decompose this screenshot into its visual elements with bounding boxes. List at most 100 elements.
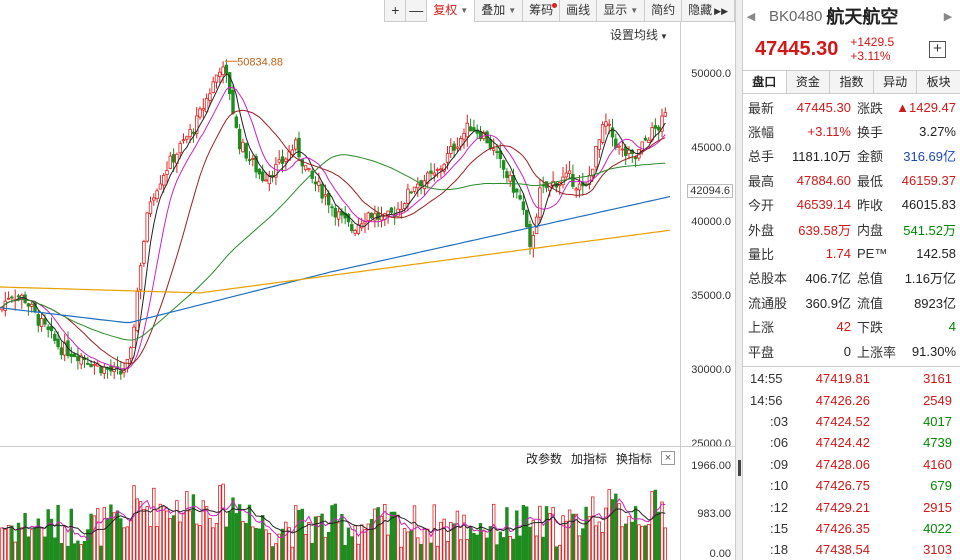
tab-0[interactable]: 盘口 [743,71,787,93]
toolbar-button-5[interactable]: 画线 [560,0,598,22]
candle-body [69,353,73,357]
price-tick-label: 45000.0 [691,141,731,154]
stat-value: 46159.37 [901,172,956,188]
add-watchlist-button[interactable]: + [929,41,946,58]
volume-bar [26,536,31,560]
candle-body [138,265,143,291]
candle-body [148,201,153,215]
volume-bar [534,535,539,560]
tick-price: 47438.54 [815,542,870,558]
volume-tool-0[interactable]: 改参数 [526,452,563,466]
stat-row: 最新 47445.30 涨跌 ▲1429.47 [748,95,956,119]
volume-bar [204,506,209,560]
change-block: +1429.5 +3.11% [850,35,894,63]
candle-body [122,369,126,373]
volume-bar [317,515,321,560]
volume-bar [518,535,522,560]
volume-bar [49,518,54,560]
volume-bar [122,527,126,560]
volume-bar [383,504,387,560]
toolbar-button-8[interactable]: 隐藏 ▶▶ [682,0,735,22]
price-tick-label: 35000.0 [691,289,731,302]
volume-tool-1[interactable]: 加指标 [571,452,608,466]
set-ma-button[interactable]: 设置均线 ▼ [610,28,668,42]
next-arrow-icon[interactable]: ▶ [943,10,953,23]
volume-bar [561,515,565,560]
candle-body [43,318,47,325]
panel-splitter[interactable] [735,0,743,560]
volume-bar [620,526,625,560]
volume-bar [472,532,476,560]
stat-row: 总手 1181.10万 金额 316.69亿 [748,144,956,168]
tick-time: :18 [770,542,789,558]
volume-bar [175,500,179,560]
toolbar-button-3[interactable]: 叠加 ▼ [475,0,524,22]
toolbar-button-4[interactable]: 筹码 [523,0,561,22]
candle-body [425,172,430,184]
volume-bar [475,534,479,560]
change-percent: +3.11% [850,49,891,63]
volume-bar [439,521,443,560]
stat-label: 平盘 [748,344,775,360]
volume-bar [0,527,4,560]
volume-bar [633,506,638,560]
stat-value: +3.11% [807,124,852,140]
volume-tool-2[interactable]: 换指标 [616,452,653,466]
candle-body [267,175,271,185]
volume-bar [369,518,374,560]
candle-body [161,175,166,186]
candle-body [56,338,60,348]
tab-4[interactable]: 板块 [917,71,960,93]
volume-toolbar: 改参数 加指标 换指标 [526,450,652,467]
volume-bar [102,507,106,560]
stats-table: 最新 47445.30 涨跌 ▲1429.47 涨幅 +3.11% 换手 3.27% 总手 118… [743,94,960,363]
stat-label: 今开 [748,198,775,214]
zoom-out-icon[interactable]: — [406,0,428,22]
prev-arrow-icon[interactable]: ◀ [746,10,756,23]
splitter-grip-icon[interactable] [738,460,741,476]
candle-body [53,333,57,341]
volume-bar [251,526,255,560]
candle-body [501,160,506,170]
chart-area: + — 复权 ▼ 叠加 ▼ 筹码 画线 显示 ▼ 简约 隐藏 ▶▶ 设置均线 ▼ 50834.88 500… [0,0,735,560]
volume-bar [290,546,295,560]
candle-body [458,138,463,147]
volume-bar [558,544,562,560]
candlestick-chart[interactable]: 50834.88 [0,44,680,444]
candle-body [89,363,93,368]
tab-3[interactable]: 异动 [873,71,918,93]
close-icon[interactable]: × [661,451,675,465]
candle-body [445,153,450,163]
candle-body [432,172,436,176]
volume-bar [254,527,258,560]
toolbar-button-6[interactable]: 显示 ▼ [597,0,646,22]
candle-body [274,163,278,178]
volume-bar [544,506,549,560]
candle-body [185,136,189,140]
volume-chart[interactable] [0,464,680,560]
toolbar-button-2[interactable]: 复权 ▼ [427,0,476,22]
volume-bar [231,497,235,560]
tab-1[interactable]: 资金 [786,71,831,93]
tab-2[interactable]: 指数 [830,71,874,93]
stat-label: 下跌 [857,320,884,336]
volume-bar [356,543,361,560]
toolbar-label: 简约 [651,3,676,17]
volume-bar [419,543,423,560]
volume-bar [274,543,278,560]
tick-volume: 3103 [923,542,952,558]
toolbar-label: 复权 [433,3,458,17]
tick-row: :15 47426.35 4022 [743,518,960,539]
candle-body [72,353,77,358]
volume-bar [300,508,304,560]
stat-value: 1.16万亿 [904,271,956,287]
stat-label: 换手 [857,125,884,141]
volume-bar [158,503,163,560]
toolbar-button-7[interactable]: 简约 [645,0,683,22]
candle-body [277,159,281,163]
candle-body [198,108,202,118]
stat-row: 流通股 360.9亿 流值 8923亿 [748,290,956,314]
zoom-in-icon[interactable]: + [385,0,407,22]
candle-body [333,207,337,218]
volume-bar [293,505,298,560]
